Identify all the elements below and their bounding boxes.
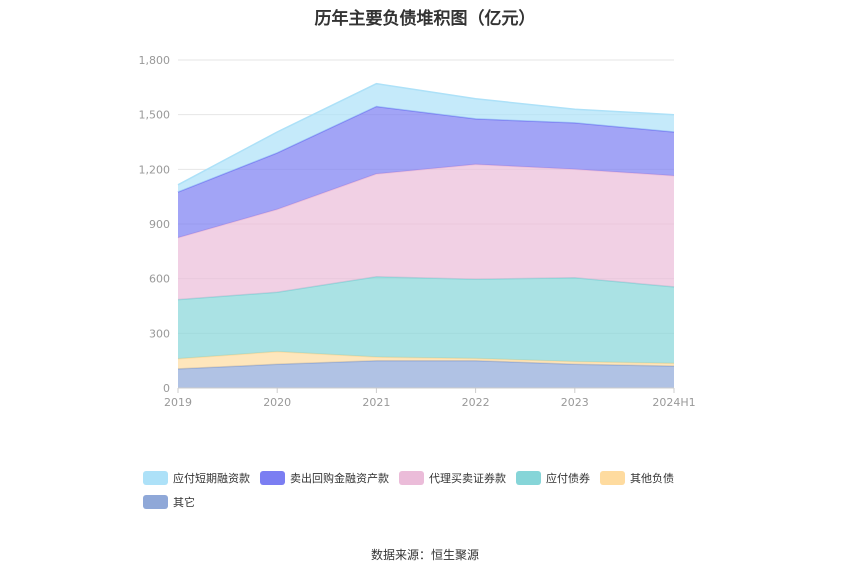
legend-item[interactable]: 代理买卖证券款: [399, 470, 506, 486]
legend-swatch: [600, 471, 625, 485]
area-series-edge-5: [177, 82, 675, 186]
y-tick-label: 1,200: [139, 163, 171, 176]
area-series-4[interactable]: [178, 106, 674, 238]
x-tick-label: 2022: [462, 396, 490, 409]
axes: 0 300 600 900 1,200 1,500 1,800 2019 2020 2021 202…: [139, 54, 696, 409]
y-tick-label: 1,800: [139, 54, 171, 67]
area-series-1[interactable]: [178, 351, 674, 369]
x-tick-label: 2019: [164, 396, 192, 409]
area-series-0[interactable]: [178, 360, 674, 388]
data-source-note: 数据来源：恒生聚源: [370, 548, 479, 562]
y-tick-label: 300: [149, 327, 170, 340]
legend-label: 其他负债: [630, 472, 674, 485]
y-tick-label: 0: [163, 382, 170, 395]
area-series-5[interactable]: [178, 83, 674, 193]
legend-swatch: [143, 471, 168, 485]
stacked-area-chart: 0 300 600 900 1,200 1,500 1,800 2019 2020 2021 202…: [139, 54, 696, 409]
legend: 应付短期融资款 卖出回购金融资产款 代理买卖证券款 应付债券 其他负债其它: [143, 470, 743, 518]
area-series-2[interactable]: [178, 276, 674, 364]
x-tick-label: 2024H1: [652, 396, 695, 409]
legend-item[interactable]: 其它: [143, 494, 195, 510]
chart-title: 历年主要负债堆积图（亿元）: [314, 9, 536, 29]
legend-label: 应付短期融资款: [173, 472, 250, 485]
x-tick-label: 2020: [263, 396, 291, 409]
legend-swatch: [516, 471, 541, 485]
legend-label: 代理买卖证券款: [429, 472, 506, 485]
legend-item[interactable]: 应付短期融资款: [143, 470, 250, 486]
legend-swatch: [143, 495, 168, 509]
legend-label: 卖出回购金融资产款: [290, 472, 389, 485]
legend-label: 应付债券: [546, 472, 590, 485]
legend-swatch: [399, 471, 424, 485]
legend-item[interactable]: 应付债券: [516, 470, 590, 486]
legend-item[interactable]: 其他负债: [600, 470, 674, 486]
y-tick-label: 1,500: [139, 109, 171, 122]
area-layer: [177, 82, 675, 388]
legend-label: 其它: [173, 496, 195, 509]
y-tick-label: 900: [149, 218, 170, 231]
legend-item[interactable]: 卖出回购金融资产款: [260, 470, 389, 486]
y-tick-label: 600: [149, 273, 170, 286]
area-series-3[interactable]: [178, 164, 674, 300]
legend-swatch: [260, 471, 285, 485]
x-tick-label: 2023: [561, 396, 589, 409]
x-tick-label: 2021: [362, 396, 390, 409]
